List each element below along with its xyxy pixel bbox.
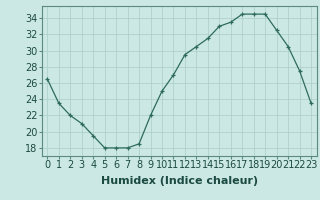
- X-axis label: Humidex (Indice chaleur): Humidex (Indice chaleur): [100, 176, 258, 186]
